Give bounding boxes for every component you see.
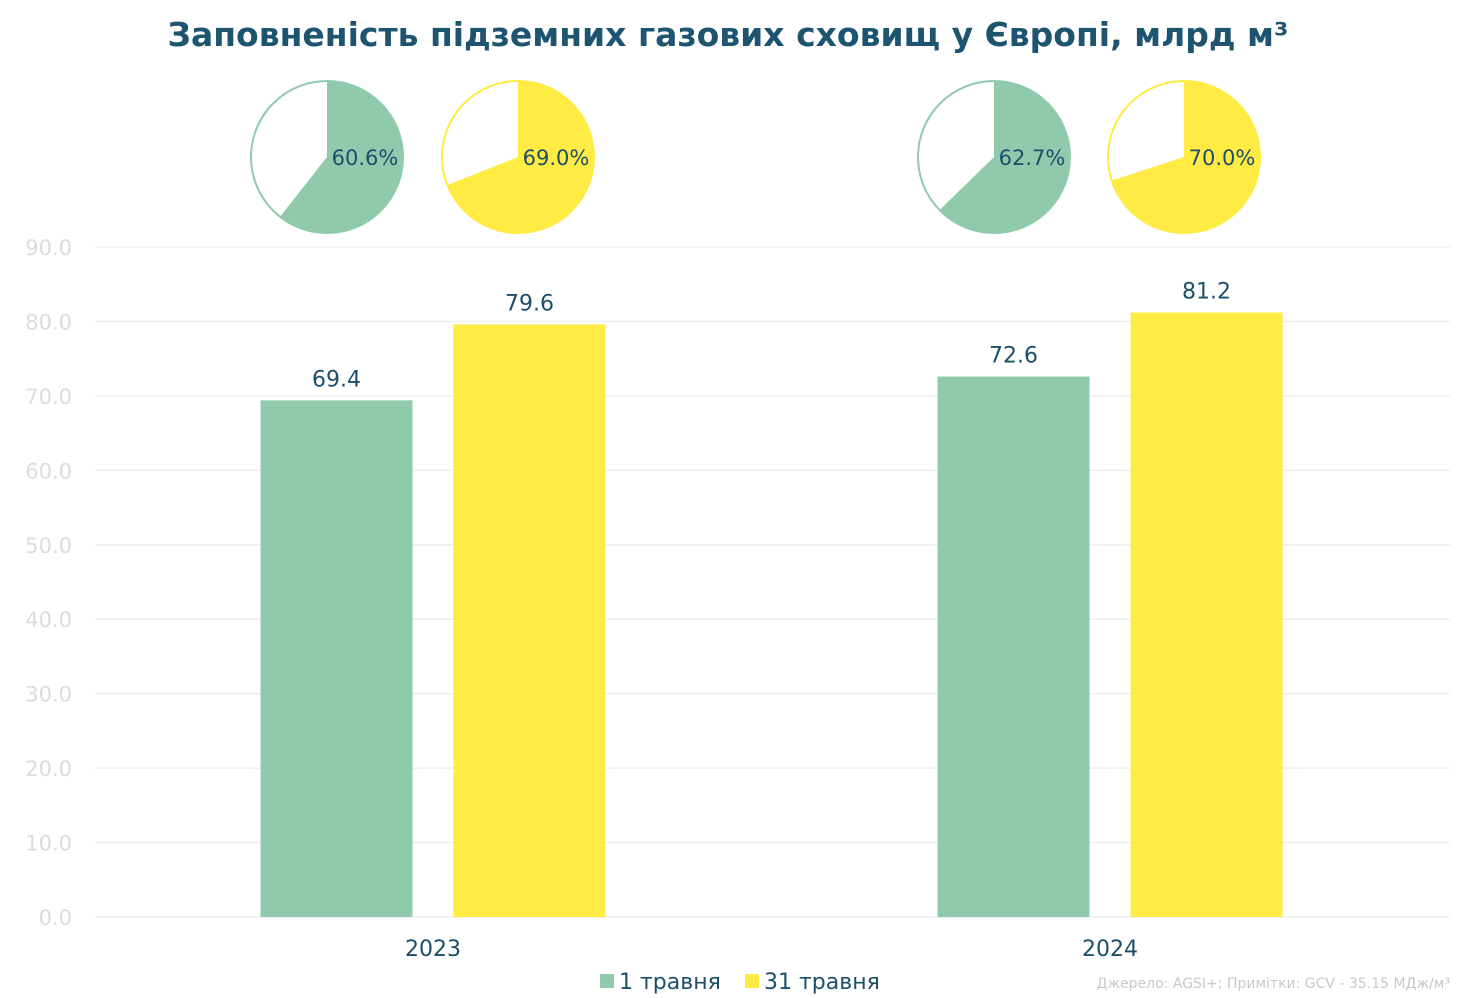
data-label: 79.6 (505, 291, 554, 316)
data-label: 81.2 (1182, 280, 1231, 305)
y-axis: 0.0 10.0 20.0 30.0 40.0 50.0 60.0 70.0 80.0 90.0 (25, 236, 72, 930)
y-tick-label: 0.0 (39, 906, 72, 930)
pie-label: 69.0% (523, 146, 590, 170)
bars: 69.4 79.6 72.6 81.2 (260, 280, 1283, 917)
y-tick-label: 30.0 (25, 683, 72, 707)
x-tick-label: 2024 (1082, 937, 1138, 962)
pie-slice (280, 81, 403, 233)
legend-label: 1 травня (619, 970, 721, 995)
y-tick-label: 40.0 (25, 608, 72, 632)
y-tick-label: 60.0 (25, 459, 72, 483)
pie-label: 62.7% (999, 146, 1066, 170)
pie-label: 70.0% (1189, 146, 1256, 170)
bar-2024-may31 (1130, 312, 1283, 917)
y-tick-label: 10.0 (25, 832, 72, 856)
legend-swatch (745, 974, 759, 988)
bar-2023-may31 (453, 324, 606, 917)
pie-slice (939, 81, 1071, 234)
pie-slice (1111, 81, 1260, 233)
pie-label: 60.6% (332, 146, 399, 170)
data-label: 69.4 (312, 367, 361, 392)
x-axis: 2023 2024 (405, 937, 1138, 962)
source-note: Джерело: AGSI+; Примітки: GCV - 35.15 МД… (1097, 976, 1450, 992)
pies: 60.6% 69.0% 62.7% 70.0% (250, 80, 1261, 234)
chart-title: Заповненість підземних газових сховищ у … (168, 15, 1289, 54)
legend-label: 31 травня (764, 970, 880, 995)
legend-swatch (600, 974, 614, 988)
bar-2024-may1 (937, 376, 1090, 917)
y-tick-label: 70.0 (25, 385, 72, 409)
pie-2023-may31: 69.0% (441, 80, 595, 234)
y-tick-label: 90.0 (25, 236, 72, 260)
y-tick-label: 80.0 (25, 310, 72, 334)
y-tick-label: 20.0 (25, 757, 72, 781)
pie-2023-may1: 60.6% (250, 80, 404, 234)
legend: 1 травня 31 травня (600, 970, 880, 995)
pie-2024-may31: 70.0% (1107, 80, 1261, 234)
pie-slice (447, 81, 595, 233)
bar-2023-may1 (260, 400, 413, 917)
x-tick-label: 2023 (405, 937, 461, 962)
y-tick-label: 50.0 (25, 534, 72, 558)
data-label: 72.6 (989, 344, 1038, 369)
pie-2024-may1: 62.7% (917, 80, 1071, 234)
